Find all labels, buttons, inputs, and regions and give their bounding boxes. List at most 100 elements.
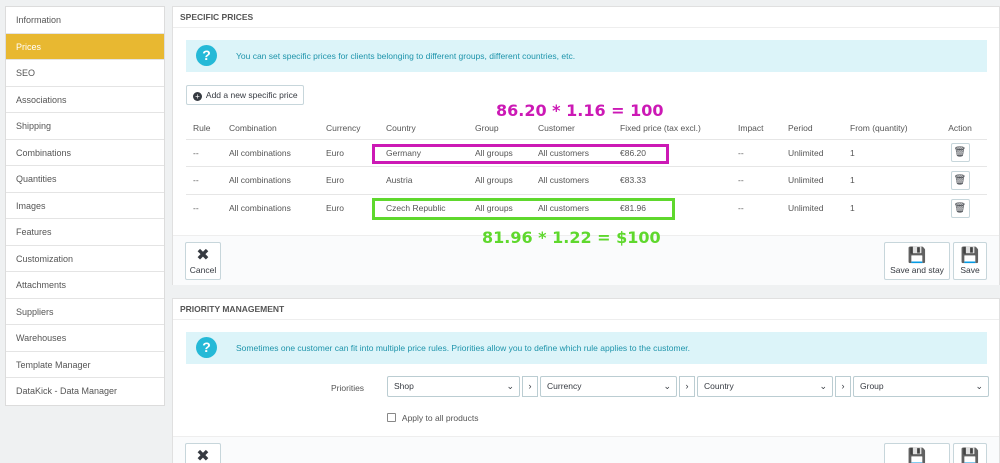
sidebar-item-images[interactable]: Images bbox=[6, 193, 164, 219]
save-button[interactable]: 💾 Save bbox=[953, 242, 987, 280]
sidebar-item-shipping[interactable]: Shipping bbox=[6, 113, 164, 140]
column-header: Country bbox=[386, 122, 416, 133]
info-alert: ? Sometimes one customer can fit into mu… bbox=[186, 332, 987, 364]
chevron-down-icon: ⌄ bbox=[819, 381, 827, 391]
save-label: Save bbox=[960, 265, 980, 275]
select-value: Group bbox=[860, 381, 884, 391]
sidebar-item-quantities[interactable]: Quantities bbox=[6, 166, 164, 193]
trash-icon[interactable]: 🗑 bbox=[950, 170, 970, 190]
column-header: Combination bbox=[229, 122, 277, 133]
apply-all-checkbox[interactable] bbox=[387, 413, 396, 422]
cell-combination: All combinations bbox=[222, 166, 319, 194]
product-tabs-sidebar: Information Prices SEO Associations Ship… bbox=[5, 6, 165, 406]
sidebar-item-features[interactable]: Features bbox=[6, 219, 164, 246]
cell-rule: -- bbox=[186, 138, 222, 167]
question-icon: ? bbox=[196, 337, 217, 358]
save-and-stay-label: Save and stay bbox=[890, 265, 944, 275]
column-header: Action bbox=[948, 122, 972, 133]
cell-action: 🗑 bbox=[933, 193, 987, 222]
save-button[interactable]: 💾 bbox=[953, 443, 987, 463]
column-header: From (quantity) bbox=[850, 122, 908, 133]
trash-icon[interactable]: 🗑 bbox=[950, 198, 970, 218]
close-icon: ✖ bbox=[196, 247, 210, 264]
cancel-button[interactable]: ✖ Cancel bbox=[185, 242, 221, 280]
save-and-stay-button[interactable]: 💾 bbox=[884, 443, 950, 463]
specific-prices-table: Rule Combination Currency Country Group … bbox=[186, 117, 987, 222]
cell-impact: -- bbox=[731, 193, 781, 222]
add-button-label: Add a new specific price bbox=[205, 90, 298, 100]
column-header: Customer bbox=[538, 122, 575, 133]
cell-period: Unlimited bbox=[781, 166, 843, 194]
cell-currency: Euro bbox=[319, 193, 379, 222]
chevron-down-icon: ⌄ bbox=[506, 381, 514, 391]
floppy-disk-icon: 💾 bbox=[907, 247, 927, 264]
column-header: Rule bbox=[193, 122, 211, 133]
cell-rule: -- bbox=[186, 166, 222, 194]
sidebar-item-attachments[interactable]: Attachments bbox=[6, 272, 164, 299]
apply-all-label: Apply to all products bbox=[401, 413, 479, 423]
priority-select-2[interactable]: Currency ⌄ bbox=[540, 376, 677, 397]
priority-select-4[interactable]: Group ⌄ bbox=[853, 376, 989, 397]
select-value: Country bbox=[704, 381, 734, 391]
cell-from-quantity: 1 bbox=[843, 138, 933, 167]
floppy-disk-icon: 💾 bbox=[907, 448, 927, 463]
sidebar-item-suppliers[interactable]: Suppliers bbox=[6, 299, 164, 325]
info-text: You can set specific prices for clients … bbox=[236, 51, 576, 61]
sidebar-item-customization[interactable]: Customization bbox=[6, 246, 164, 272]
sidebar-item-datakick[interactable]: DataKick - Data Manager bbox=[16, 386, 118, 396]
cell-country: Austria bbox=[379, 166, 468, 194]
cell-period: Unlimited bbox=[781, 138, 843, 167]
cell-combination: All combinations bbox=[222, 138, 319, 167]
floppy-disk-icon: 💾 bbox=[960, 247, 980, 264]
cell-impact: -- bbox=[731, 138, 781, 167]
sidebar-item-prices[interactable]: Prices bbox=[6, 33, 164, 60]
sidebar-item-information[interactable]: Information bbox=[6, 7, 164, 34]
cancel-button[interactable]: ✖ bbox=[185, 443, 221, 463]
panel-footer: ✖ 💾 💾 bbox=[173, 436, 999, 463]
priority-management-panel: PRIORITY MANAGEMENT ? Sometimes one cust… bbox=[172, 298, 1000, 463]
cancel-label: Cancel bbox=[189, 265, 217, 275]
table-row: -- All combinations Euro Austria All gro… bbox=[186, 166, 987, 194]
cell-group: All groups bbox=[468, 166, 531, 194]
highlight-germany-row bbox=[372, 144, 669, 164]
cell-currency: Euro bbox=[319, 138, 379, 167]
chevron-down-icon: ⌄ bbox=[663, 381, 671, 391]
cell-impact: -- bbox=[731, 166, 781, 194]
cell-action: 🗑 bbox=[933, 138, 987, 167]
cell-combination: All combinations bbox=[222, 193, 319, 222]
cell-period: Unlimited bbox=[781, 193, 843, 222]
info-alert: ? You can set specific prices for client… bbox=[186, 40, 987, 72]
sidebar-item-associations[interactable]: Associations bbox=[6, 87, 164, 113]
add-specific-price-button[interactable]: + Add a new specific price bbox=[186, 85, 304, 105]
cell-action: 🗑 bbox=[933, 166, 987, 194]
close-icon: ✖ bbox=[196, 448, 210, 463]
highlight-czech-row bbox=[372, 198, 675, 220]
sidebar-item-combinations[interactable]: Combinations bbox=[6, 140, 164, 166]
panel-heading: SPECIFIC PRICES bbox=[173, 7, 999, 28]
column-header: Fixed price (tax excl.) bbox=[620, 122, 701, 133]
sidebar-item-template-manager[interactable]: Template Manager bbox=[6, 352, 164, 378]
cell-from-quantity: 1 bbox=[843, 193, 933, 222]
column-header: Period bbox=[788, 122, 813, 133]
plus-circle-icon: + bbox=[193, 92, 202, 101]
table-header-row: Rule Combination Currency Country Group … bbox=[186, 117, 987, 139]
priority-select-3[interactable]: Country ⌄ bbox=[697, 376, 833, 397]
floppy-disk-icon: 💾 bbox=[960, 448, 980, 463]
column-header: Group bbox=[475, 122, 499, 133]
cell-rule: -- bbox=[186, 193, 222, 222]
specific-prices-panel: SPECIFIC PRICES ? You can set specific p… bbox=[172, 6, 1000, 285]
table-row: -- All combinations Euro Germany All gro… bbox=[186, 138, 987, 167]
sidebar-item-warehouses[interactable]: Warehouses bbox=[6, 325, 164, 352]
annotation-czech-calc: 81.96 * 1.22 = $100 bbox=[482, 228, 661, 247]
save-and-stay-button[interactable]: 💾 Save and stay bbox=[884, 242, 950, 280]
priorities-label: Priorities bbox=[331, 383, 365, 393]
cell-currency: Euro bbox=[319, 166, 379, 194]
trash-icon[interactable]: 🗑 bbox=[950, 143, 970, 163]
info-text: Sometimes one customer can fit into mult… bbox=[236, 343, 691, 353]
panel-heading: PRIORITY MANAGEMENT bbox=[173, 299, 999, 320]
priority-select-1[interactable]: Shop ⌄ bbox=[387, 376, 520, 397]
question-icon: ? bbox=[196, 45, 217, 66]
column-header: Impact bbox=[738, 122, 764, 133]
apply-all-products[interactable]: Apply to all products bbox=[387, 413, 478, 423]
sidebar-item-seo[interactable]: SEO bbox=[6, 60, 164, 87]
